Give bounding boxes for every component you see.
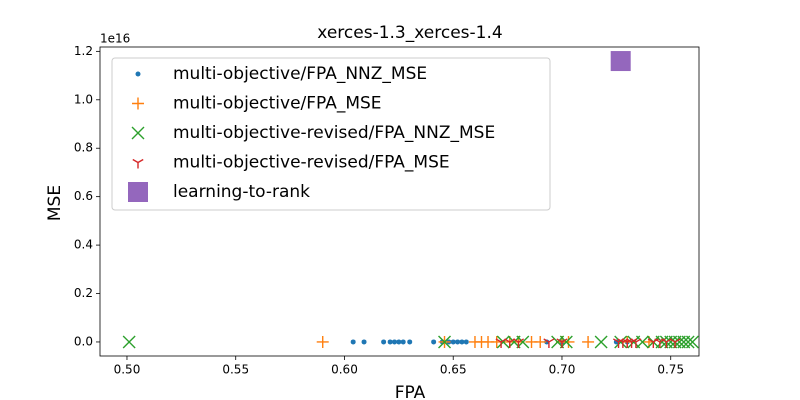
point xyxy=(543,338,555,348)
point xyxy=(534,335,547,348)
legend-box xyxy=(111,57,551,211)
legend-marker xyxy=(135,71,141,77)
point xyxy=(556,338,568,348)
y-tick-label: 0.0 xyxy=(74,334,93,348)
y-tick-label: 0.2 xyxy=(74,286,93,300)
point xyxy=(512,338,525,348)
y-tick-label: 0.8 xyxy=(74,141,93,155)
legend-label: learning-to-rank xyxy=(173,182,310,202)
point xyxy=(685,335,699,349)
chart-title: xerces-1.3_xerces-1.4 xyxy=(317,23,502,43)
plot-frame xyxy=(99,46,700,357)
point xyxy=(455,339,461,345)
legend-marker xyxy=(131,126,145,140)
point xyxy=(407,339,413,345)
point xyxy=(381,339,387,345)
y-offset-label: 1e16 xyxy=(100,32,130,46)
point xyxy=(391,339,397,345)
point xyxy=(496,335,510,349)
x-tick-label: 0.70 xyxy=(549,363,576,377)
point xyxy=(438,335,452,349)
point xyxy=(459,339,465,345)
y-axis-label: MSE xyxy=(45,185,65,221)
point xyxy=(400,339,406,345)
point xyxy=(681,335,695,349)
point xyxy=(635,335,649,349)
legend-marker xyxy=(132,97,144,110)
point xyxy=(350,339,356,345)
legend-label: multi-objective/FPA_MSE xyxy=(173,94,382,114)
y-tick-label: 1.0 xyxy=(74,92,93,106)
point xyxy=(450,339,456,345)
x-tick-label: 0.60 xyxy=(331,363,358,377)
point xyxy=(463,339,469,345)
point xyxy=(396,339,402,345)
legend-label: multi-objective-revised/FPA_NNZ_MSE xyxy=(173,123,495,143)
point xyxy=(669,338,681,348)
point xyxy=(610,51,631,72)
x-tick-label: 0.65 xyxy=(440,363,467,377)
point xyxy=(361,339,367,345)
point xyxy=(594,335,608,349)
point xyxy=(614,335,628,349)
x-tick-label: 0.75 xyxy=(657,363,684,377)
y-tick-label: 0.4 xyxy=(74,238,93,252)
legend-label: multi-objective-revised/FPA_MSE xyxy=(173,153,450,173)
point xyxy=(630,338,642,348)
x-tick-label: 0.50 xyxy=(114,363,141,377)
legend-marker xyxy=(132,158,144,169)
point xyxy=(122,335,136,349)
legend-marker xyxy=(128,182,148,202)
y-tick-label: 1.2 xyxy=(74,44,93,58)
point xyxy=(582,335,595,348)
point xyxy=(562,335,575,348)
x-tick-label: 0.55 xyxy=(222,363,249,377)
legend-label: multi-objective/FPA_NNZ_MSE xyxy=(173,64,427,84)
y-tick-label: 0.6 xyxy=(74,189,93,203)
point xyxy=(387,339,393,345)
point xyxy=(316,335,329,348)
x-axis-label: FPA xyxy=(395,383,426,400)
point xyxy=(431,339,437,345)
